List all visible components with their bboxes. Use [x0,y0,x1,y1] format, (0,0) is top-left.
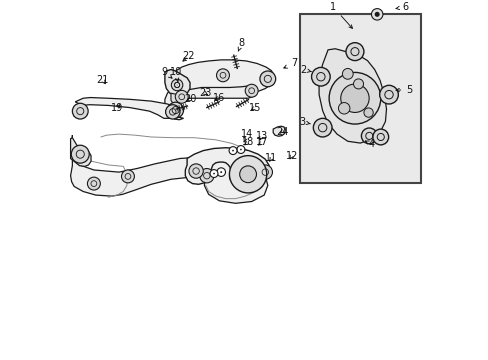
Polygon shape [273,126,285,136]
Circle shape [346,43,363,60]
Text: 16: 16 [213,93,225,103]
Circle shape [210,170,218,177]
Polygon shape [164,60,273,120]
Circle shape [176,85,177,86]
Text: 24: 24 [275,127,288,136]
Text: 21: 21 [97,75,109,85]
Circle shape [353,79,363,89]
Text: 23: 23 [199,88,211,98]
Text: 17: 17 [256,138,268,147]
Circle shape [167,102,183,118]
Text: 22: 22 [183,51,195,61]
Circle shape [255,167,267,179]
Circle shape [244,84,258,97]
Text: 18: 18 [242,138,254,147]
Circle shape [229,156,266,193]
Text: 11: 11 [264,153,277,163]
Circle shape [71,145,89,163]
Text: 15: 15 [248,103,261,113]
Circle shape [87,177,100,190]
Circle shape [340,84,368,112]
Circle shape [313,118,331,137]
Text: 13: 13 [255,131,267,141]
Text: 20: 20 [183,94,196,104]
Circle shape [374,12,379,17]
Circle shape [379,85,398,104]
Circle shape [260,71,275,87]
Text: 19: 19 [111,103,123,113]
Circle shape [232,150,233,152]
Text: 6: 6 [395,2,407,12]
Polygon shape [319,49,386,143]
Polygon shape [164,69,190,96]
Text: 5: 5 [395,85,412,95]
Circle shape [229,169,244,184]
Circle shape [175,90,188,103]
Polygon shape [70,138,91,166]
Circle shape [258,165,272,179]
Circle shape [228,147,237,154]
Text: 3: 3 [298,117,310,127]
Circle shape [240,149,241,150]
Circle shape [361,128,376,144]
Polygon shape [260,166,269,177]
Circle shape [328,72,380,124]
Circle shape [342,68,352,79]
Text: 10: 10 [169,67,182,81]
Circle shape [239,166,256,183]
Circle shape [165,105,180,119]
Circle shape [338,103,349,114]
Polygon shape [73,98,179,118]
Circle shape [72,103,88,119]
Text: 14: 14 [241,129,253,142]
Circle shape [372,129,388,145]
Polygon shape [185,148,270,185]
Circle shape [371,9,382,20]
Circle shape [217,168,225,176]
Text: 12: 12 [285,150,297,161]
Polygon shape [70,135,267,203]
Text: 9: 9 [162,67,172,78]
Circle shape [363,108,372,117]
Circle shape [188,164,203,178]
Circle shape [216,69,229,82]
Bar [299,14,420,183]
Text: 4: 4 [365,139,374,149]
Text: 7: 7 [283,58,297,68]
Circle shape [121,170,134,183]
Circle shape [199,168,214,183]
Text: 8: 8 [238,38,244,51]
Text: 2: 2 [299,64,311,75]
Polygon shape [171,93,182,104]
Circle shape [171,79,183,91]
Text: 1: 1 [330,2,352,28]
Circle shape [220,171,222,173]
Circle shape [237,145,244,153]
Circle shape [311,67,329,86]
Circle shape [213,173,214,174]
Circle shape [174,82,179,87]
Polygon shape [174,86,255,107]
